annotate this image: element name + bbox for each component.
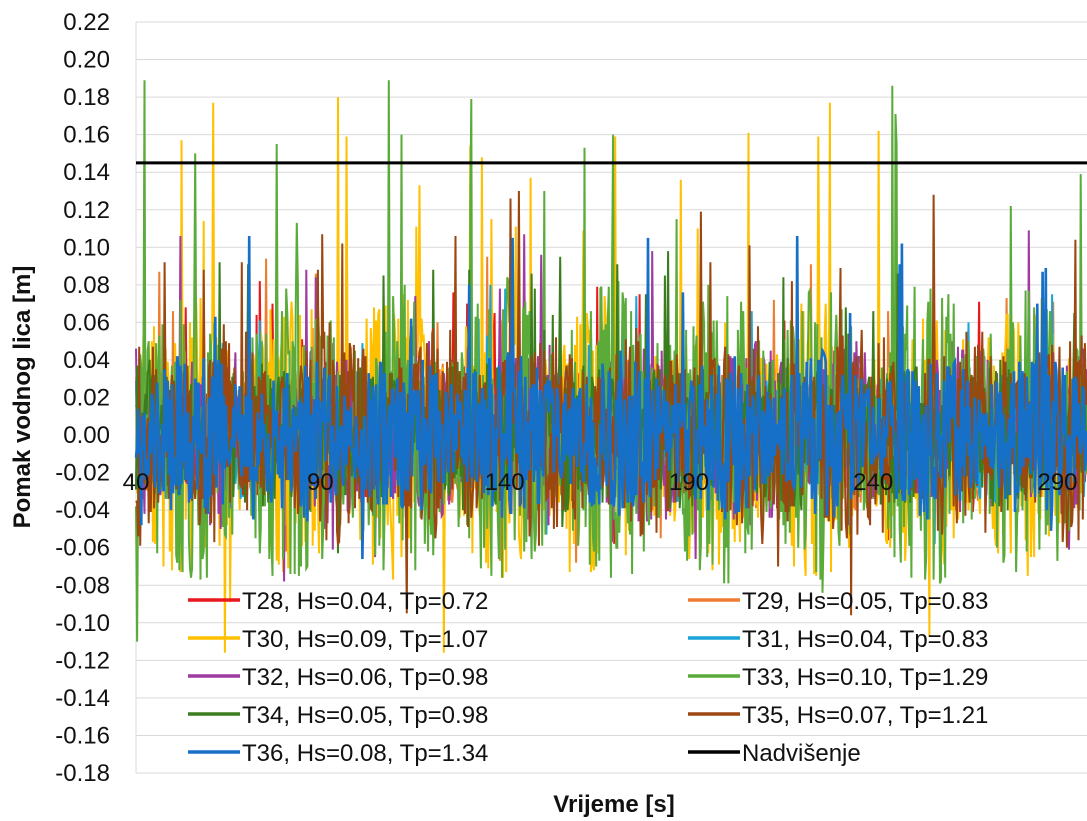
legend-label: T33, Hs=0.10, Tp=1.29 bbox=[742, 664, 988, 691]
y-tick-label: 0.10 bbox=[63, 234, 110, 261]
y-tick-label: -0.10 bbox=[55, 610, 110, 637]
y-tick-label: 0.06 bbox=[63, 309, 110, 336]
y-tick-label: 0.16 bbox=[63, 122, 110, 149]
y-tick-label: -0.18 bbox=[55, 760, 110, 787]
x-tick-label: 90 bbox=[307, 469, 334, 496]
y-tick-label: -0.16 bbox=[55, 722, 110, 749]
y-tick-label: -0.12 bbox=[55, 647, 110, 674]
legend-label: T35, Hs=0.07, Tp=1.21 bbox=[742, 702, 988, 729]
y-tick-label: 0.12 bbox=[63, 197, 110, 224]
y-tick-label: -0.04 bbox=[55, 497, 110, 524]
y-tick-label: -0.02 bbox=[55, 460, 110, 487]
y-axis-ticks: 0.22 0.20 0.18 0.16 0.14 0.12 0.10 0.08 0.06 0.04… bbox=[55, 9, 110, 787]
legend-label: Nadvišenje bbox=[742, 740, 861, 767]
y-tick-label: 0.18 bbox=[63, 84, 110, 111]
y-tick-label: 0.22 bbox=[63, 9, 110, 36]
y-axis-title: Pomak vodnog lica [m] bbox=[9, 266, 36, 529]
legend-label: T28, Hs=0.04, Tp=0.72 bbox=[242, 588, 488, 615]
legend-label: T31, Hs=0.04, Tp=0.83 bbox=[742, 626, 988, 653]
y-tick-label: 0.08 bbox=[63, 272, 110, 299]
legend-label: T30, Hs=0.09, Tp=1.07 bbox=[242, 626, 488, 653]
x-tick-label: 190 bbox=[669, 469, 709, 496]
legend-label: T34, Hs=0.05, Tp=0.98 bbox=[242, 702, 488, 729]
y-tick-label: -0.14 bbox=[55, 685, 110, 712]
y-tick-label: 0.04 bbox=[63, 347, 110, 374]
y-tick-label: 0.14 bbox=[63, 159, 110, 186]
legend-label: T29, Hs=0.05, Tp=0.83 bbox=[742, 588, 988, 615]
legend: T28, Hs=0.04, Tp=0.72 T29, Hs=0.05, Tp=0.… bbox=[188, 588, 988, 767]
x-tick-label: 140 bbox=[485, 469, 525, 496]
series-lines bbox=[134, 80, 1087, 653]
x-tick-label: 290 bbox=[1037, 469, 1077, 496]
series-line bbox=[134, 235, 1087, 560]
y-tick-label: 0.02 bbox=[63, 385, 110, 412]
legend-label: T36, Hs=0.08, Tp=1.34 bbox=[242, 740, 488, 767]
x-tick-label: 240 bbox=[853, 469, 893, 496]
x-tick-label: 40 bbox=[123, 469, 150, 496]
y-tick-label: 0.00 bbox=[63, 422, 110, 449]
legend-label: T32, Hs=0.06, Tp=0.98 bbox=[242, 664, 488, 691]
y-tick-label: 0.20 bbox=[63, 47, 110, 74]
x-axis-title: Vrijeme [s] bbox=[553, 791, 674, 818]
y-tick-label: -0.06 bbox=[55, 535, 110, 562]
y-tick-label: -0.08 bbox=[55, 572, 110, 599]
x-axis-ticks: 40 90 140 190 240 290 bbox=[123, 469, 1078, 496]
